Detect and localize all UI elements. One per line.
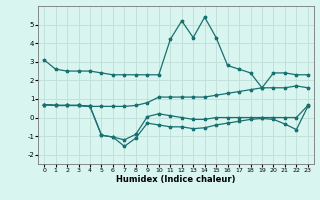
X-axis label: Humidex (Indice chaleur): Humidex (Indice chaleur) xyxy=(116,175,236,184)
